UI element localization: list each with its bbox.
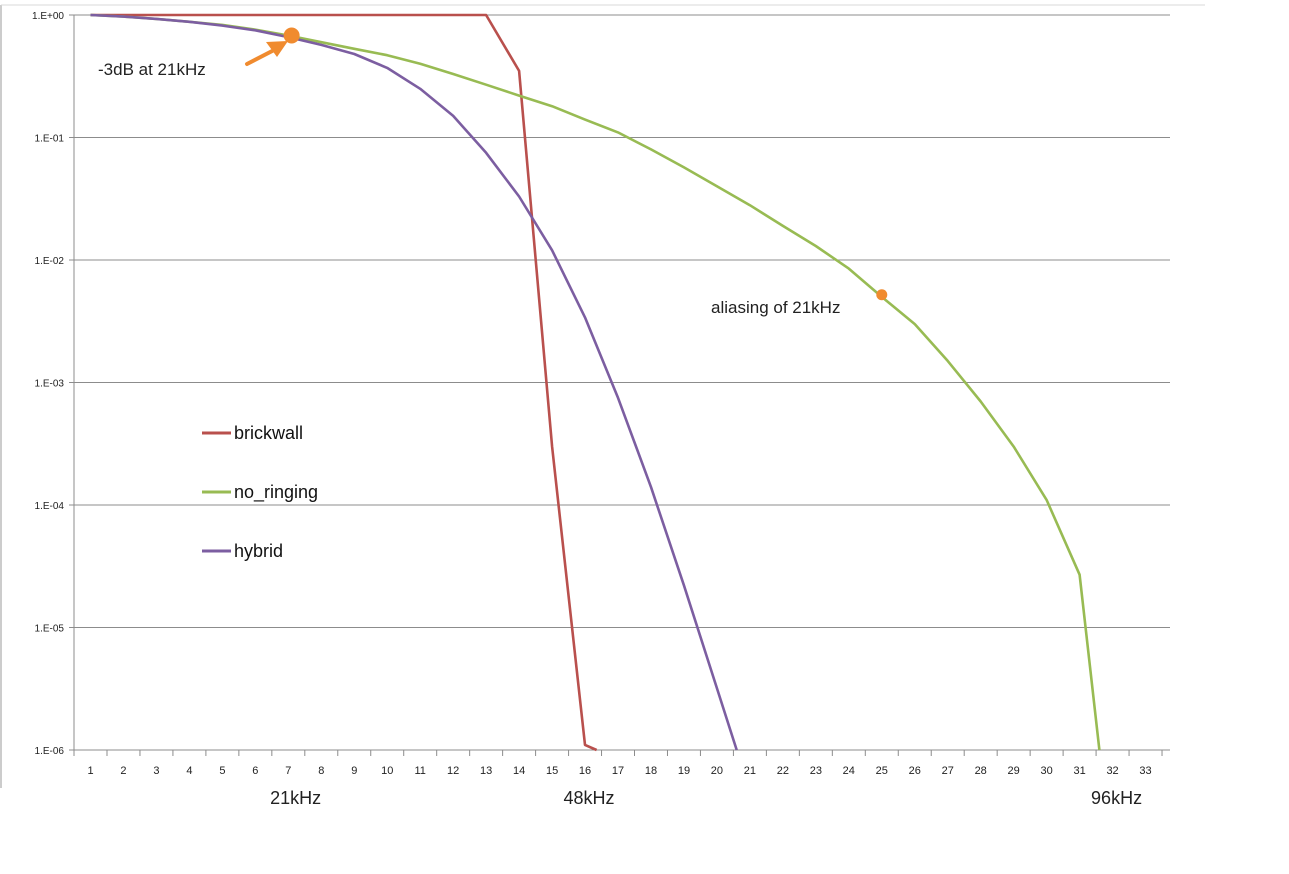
annotation-minus3db: -3dB at 21kHz bbox=[98, 60, 206, 79]
ytick-label-4: 1.E-04 bbox=[35, 501, 65, 512]
ytick-label-3: 1.E-03 bbox=[35, 379, 65, 390]
gridlines bbox=[74, 14, 1170, 751]
series-line-hybrid bbox=[90, 13, 738, 751]
xtick-label-13: 13 bbox=[480, 765, 492, 777]
xtick-label-7: 7 bbox=[285, 765, 291, 777]
xtick-label-9: 9 bbox=[351, 765, 357, 777]
xtick-label-24: 24 bbox=[843, 765, 855, 777]
ytick-label-0: 1.E+00 bbox=[32, 11, 64, 22]
series-line-brickwall bbox=[90, 13, 598, 752]
marker-0 bbox=[283, 27, 300, 44]
xtick-label-14: 14 bbox=[513, 765, 525, 777]
xtick-label-22: 22 bbox=[777, 765, 789, 777]
series-lines bbox=[90, 13, 1101, 752]
frequency-label-0: 21kHz bbox=[270, 788, 321, 808]
xtick-label-16: 16 bbox=[579, 765, 591, 777]
legend-label-brickwall: brickwall bbox=[234, 423, 303, 443]
xtick-label-26: 26 bbox=[909, 765, 921, 777]
xtick-label-2: 2 bbox=[120, 765, 126, 777]
xtick-label-21: 21 bbox=[744, 765, 756, 777]
frequency-labels: 21kHz 48kHz 96kHz bbox=[270, 788, 1142, 808]
xtick-label-1: 1 bbox=[87, 765, 93, 777]
legend-label-hybrid: hybrid bbox=[234, 541, 283, 561]
ytick-label-5: 1.E-05 bbox=[35, 624, 65, 635]
xtick-label-28: 28 bbox=[975, 765, 987, 777]
marker-1 bbox=[876, 289, 888, 301]
xtick-label-4: 4 bbox=[186, 765, 192, 777]
xtick-label-5: 5 bbox=[219, 765, 225, 777]
ytick-label-2: 1.E-02 bbox=[35, 256, 65, 267]
xtick-label-6: 6 bbox=[252, 765, 258, 777]
xtick-label-25: 25 bbox=[876, 765, 888, 777]
xtick-label-10: 10 bbox=[381, 765, 393, 777]
xtick-label-20: 20 bbox=[711, 765, 723, 777]
xtick-label-32: 32 bbox=[1106, 765, 1118, 777]
annotations: -3dB at 21kHz aliasing of 21kHz bbox=[98, 41, 840, 317]
xtick-label-17: 17 bbox=[612, 765, 624, 777]
xtick-label-8: 8 bbox=[318, 765, 324, 777]
xtick-label-12: 12 bbox=[447, 765, 459, 777]
ytick-label-1: 1.E-01 bbox=[35, 134, 65, 145]
xtick-label-18: 18 bbox=[645, 765, 657, 777]
xtick-label-27: 27 bbox=[942, 765, 954, 777]
frequency-label-1: 48kHz bbox=[564, 788, 615, 808]
axes: 1.E+00 1.E-01 1.E-02 1.E-03 1.E-04 1.E-05 1.E-… bbox=[0, 4, 1205, 788]
point-markers bbox=[283, 27, 888, 301]
xtick-label-11: 11 bbox=[414, 765, 425, 777]
xtick-label-15: 15 bbox=[546, 765, 558, 777]
ytick-label-6: 1.E-06 bbox=[35, 746, 65, 757]
xtick-label-30: 30 bbox=[1041, 765, 1053, 777]
frequency-label-2: 96kHz bbox=[1091, 788, 1142, 808]
xtick-label-33: 33 bbox=[1139, 765, 1151, 777]
xtick-label-31: 31 bbox=[1073, 765, 1085, 777]
annotation-aliasing: aliasing of 21kHz bbox=[711, 298, 840, 317]
xtick-label-3: 3 bbox=[153, 765, 159, 777]
xtick-label-19: 19 bbox=[678, 765, 690, 777]
xtick-label-23: 23 bbox=[810, 765, 822, 777]
arrow-icon bbox=[245, 41, 288, 66]
xtick-label-29: 29 bbox=[1008, 765, 1020, 777]
legend-label-no_ringing: no_ringing bbox=[234, 482, 318, 503]
